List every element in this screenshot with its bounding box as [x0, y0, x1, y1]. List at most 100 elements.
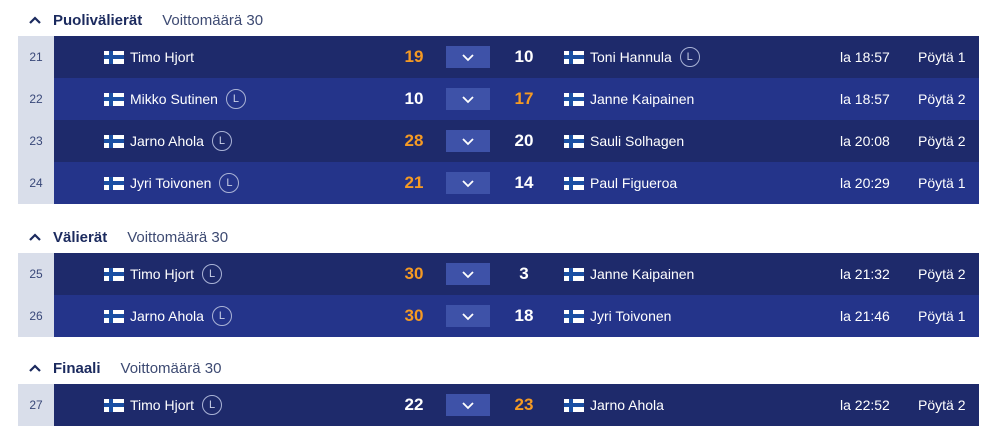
expand-match-button[interactable]: [446, 263, 490, 285]
match-time: la 21:32: [840, 266, 890, 282]
round-header: Puolivälierät Voittomäärä 30: [0, 5, 989, 35]
match-table: Pöytä 2: [918, 397, 966, 413]
player-2-score: 14: [514, 173, 534, 192]
collapse-toggle-button[interactable]: [27, 360, 43, 376]
match-row[interactable]: 26 Jarno Ahola L 30 18 Jyri Toivonen la 21:46 P…: [18, 295, 979, 337]
player-1-score: 10: [404, 89, 424, 108]
collapse-toggle-button[interactable]: [27, 229, 43, 245]
match-body: Timo Hjort L 22 23 Jarno Ahola la 22:52 Pöytä …: [54, 384, 979, 426]
player-1-score: 28: [404, 131, 424, 150]
player-1: Jarno Ahola L: [104, 295, 232, 337]
match-time: la 20:29: [840, 175, 890, 191]
match-time: la 18:57: [840, 91, 890, 107]
player-1-name[interactable]: Timo Hjort: [130, 397, 195, 413]
player-2-score: 17: [514, 89, 534, 108]
player-1-badge: L: [202, 395, 223, 415]
chevron-up-icon: [28, 229, 42, 246]
finland-flag-icon: [564, 50, 584, 64]
player-2-score: 20: [514, 131, 534, 150]
finland-flag-icon: [104, 50, 124, 64]
player-1-badge: L: [219, 173, 240, 193]
player-1-badge: L: [202, 264, 223, 284]
round-win-target: Voittomäärä 30: [127, 228, 229, 246]
player-2: Sauli Solhagen: [564, 120, 684, 162]
match-time: la 20:08: [840, 133, 890, 149]
match-body: Jarno Ahola L 30 18 Jyri Toivonen la 21:46 Pöy…: [54, 295, 979, 337]
expand-match-button[interactable]: [446, 46, 490, 68]
match-table: Pöytä 2: [918, 133, 966, 149]
chevron-down-icon: [461, 397, 475, 413]
match-row[interactable]: 22 Mikko Sutinen L 10 17 Janne Kaipainen la 18…: [18, 78, 979, 120]
player-2-name[interactable]: Toni Hannula: [590, 49, 672, 65]
expand-match-button[interactable]: [446, 305, 490, 327]
finland-flag-icon: [564, 176, 584, 190]
finland-flag-icon: [104, 134, 124, 148]
match-body: Mikko Sutinen L 10 17 Janne Kaipainen la 18:5…: [54, 78, 979, 120]
round-win-target: Voittomäärä 30: [162, 11, 264, 29]
player-2-score: 10: [514, 47, 534, 66]
player-1-badge: L: [225, 89, 246, 109]
match-row[interactable]: 25 Timo Hjort L 30 3 Janne Kaipainen la 21:32 P…: [18, 253, 979, 295]
match-table: Pöytä 1: [918, 175, 966, 191]
match-number: 26: [18, 295, 54, 337]
player-2-name[interactable]: Jyri Toivonen: [590, 308, 672, 324]
player-2-name[interactable]: Paul Figueroa: [590, 175, 678, 191]
match-table: Pöytä 2: [918, 266, 966, 282]
player-2-name[interactable]: Jarno Ahola: [590, 397, 664, 413]
player-1: Timo Hjort L: [104, 253, 223, 295]
player-1-name[interactable]: Jyri Toivonen: [130, 175, 212, 191]
chevron-down-icon: [461, 266, 475, 282]
match-table: Pöytä 2: [918, 91, 966, 107]
finland-flag-icon: [104, 398, 124, 412]
chevron-up-icon: [28, 12, 42, 29]
expand-match-button[interactable]: [446, 394, 490, 416]
player-1: Jyri Toivonen L: [104, 162, 240, 204]
match-body: Timo Hjort L 30 3 Janne Kaipainen la 21:32 Pöy…: [54, 253, 979, 295]
match-number: 23: [18, 120, 54, 162]
match-row[interactable]: 24 Jyri Toivonen L 21 14 Paul Figueroa la 20:2…: [18, 162, 979, 204]
match-row[interactable]: 27 Timo Hjort L 22 23 Jarno Ahola la 22:52 Pöyt…: [18, 384, 979, 426]
match-row[interactable]: 23 Jarno Ahola L 28 20 Sauli Solhagen la 20:08…: [18, 120, 979, 162]
match-number: 27: [18, 384, 54, 426]
finland-flag-icon: [564, 398, 584, 412]
player-2-score: 23: [514, 395, 534, 414]
round-header: Finaali Voittomäärä 30: [0, 353, 989, 383]
match-time: la 18:57: [840, 49, 890, 65]
player-1-name[interactable]: Timo Hjort: [130, 49, 195, 65]
player-1-name[interactable]: Timo Hjort: [130, 266, 195, 282]
player-1-name[interactable]: Mikko Sutinen: [130, 91, 218, 107]
round-header: Välierät Voittomäärä 30: [0, 222, 989, 252]
player-2-badge: L: [679, 47, 700, 67]
player-2-name[interactable]: Janne Kaipainen: [590, 91, 695, 107]
player-2-name[interactable]: Janne Kaipainen: [590, 266, 695, 282]
player-2-score: 18: [514, 306, 534, 325]
match-time: la 22:52: [840, 397, 890, 413]
expand-match-button[interactable]: [446, 172, 490, 194]
match-table: Pöytä 1: [918, 308, 966, 324]
player-2-name[interactable]: Sauli Solhagen: [590, 133, 685, 149]
finland-flag-icon: [564, 134, 584, 148]
player-2: Jarno Ahola: [564, 384, 664, 426]
player-1: Mikko Sutinen L: [104, 78, 246, 120]
player-1-score: 19: [404, 47, 424, 66]
player-1: Timo Hjort L: [104, 384, 223, 426]
finland-flag-icon: [564, 92, 584, 106]
player-1-name[interactable]: Jarno Ahola: [130, 133, 204, 149]
expand-match-button[interactable]: [446, 88, 490, 110]
chevron-up-icon: [28, 360, 42, 377]
chevron-down-icon: [461, 91, 475, 107]
match-number: 25: [18, 253, 54, 295]
collapse-toggle-button[interactable]: [27, 12, 43, 28]
expand-match-button[interactable]: [446, 130, 490, 152]
round-title: Finaali: [53, 359, 101, 377]
round-win-target: Voittomäärä 30: [120, 359, 222, 377]
chevron-down-icon: [461, 49, 475, 65]
finland-flag-icon: [104, 176, 124, 190]
round-title: Välierät: [53, 228, 108, 246]
player-2-score: 3: [519, 264, 529, 283]
player-1-score: 30: [404, 264, 424, 283]
player-1: Jarno Ahola L: [104, 120, 232, 162]
player-1-name[interactable]: Jarno Ahola: [130, 308, 204, 324]
